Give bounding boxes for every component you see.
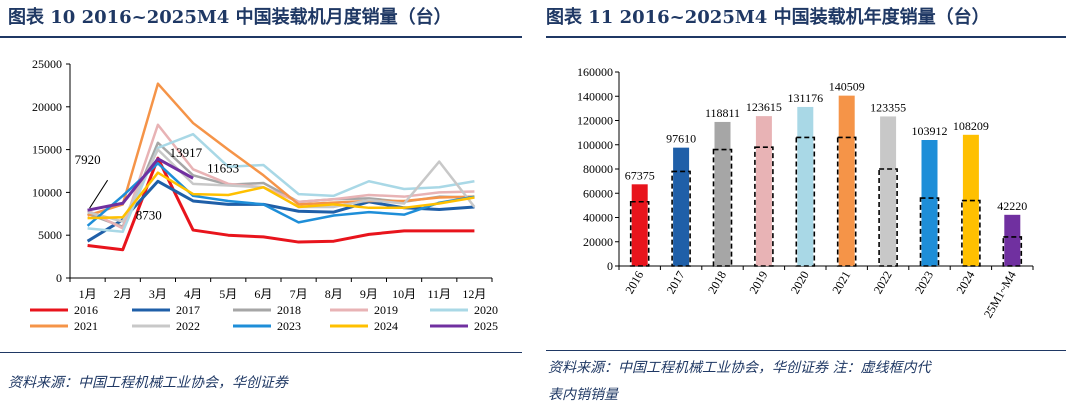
legend-label-2022: 2022 xyxy=(176,319,200,333)
x-tick-label: 3月 xyxy=(149,287,167,301)
left-source: 资料来源：中国工程机械工业协会，华创证券 xyxy=(8,375,288,391)
bar-x-tick-label: 2021 xyxy=(829,269,853,297)
y-tick-label: 20000 xyxy=(32,100,62,114)
series-line-2024 xyxy=(87,171,475,220)
right-source-line2: 表内销销量 xyxy=(548,387,618,403)
bar-x-tick-label: 2024 xyxy=(953,269,977,297)
bar-x-tick-label: 2016 xyxy=(622,269,646,297)
x-tick-label: 12月 xyxy=(462,287,486,301)
y-tick-label: 0 xyxy=(56,271,62,285)
domestic-box-2016 xyxy=(629,200,650,267)
bar-x-tick-label: 2022 xyxy=(871,269,895,297)
bar-y-tick-label: 100000 xyxy=(577,138,613,152)
legend-label-2025: 2025 xyxy=(474,319,498,333)
bar-value-label: 103912 xyxy=(912,124,948,138)
left-title-rule xyxy=(0,36,522,38)
series-line-2025 xyxy=(87,157,194,212)
bar-value-label: 123355 xyxy=(870,100,906,114)
data-label: 13917 xyxy=(170,145,203,160)
right-bottom-rule xyxy=(546,350,1066,351)
bar-2019 xyxy=(755,116,772,266)
data-label: 8730 xyxy=(136,207,162,222)
bar-x-tick-label: 2018 xyxy=(705,269,729,297)
x-tick-label: 4月 xyxy=(184,287,202,301)
bar-25M1~M4 xyxy=(1004,214,1021,266)
domestic-box-2022 xyxy=(878,168,898,267)
y-tick-label: 5000 xyxy=(38,228,62,242)
domestic-box-2020 xyxy=(795,136,816,267)
bar-2020 xyxy=(797,106,814,266)
domestic-box-2024 xyxy=(961,199,981,267)
bar-2021 xyxy=(838,95,855,266)
bar-value-label: 67375 xyxy=(625,168,655,182)
legend-label-2020: 2020 xyxy=(474,303,498,317)
bar-value-label: 97610 xyxy=(666,132,696,146)
annual-bar-chart: 0 20000 40000 60000 80000 100000 120000 140000 1… xyxy=(577,65,1034,321)
series-line-2023 xyxy=(86,162,475,227)
bar-x-tick-label: 2023 xyxy=(912,269,936,297)
domestic-box-2021 xyxy=(836,136,857,267)
data-label: 7920 xyxy=(75,152,101,167)
series-line-2016 xyxy=(87,156,475,252)
bar-x-tick-label: 2017 xyxy=(664,269,688,297)
right-source-line1: 资料来源：中国工程机械工业协会，华创证券 注：虚线框内代 xyxy=(548,360,931,376)
domestic-box-2018 xyxy=(712,148,733,267)
bar-y-tick-label: 160000 xyxy=(577,65,613,79)
bar-value-label: 140509 xyxy=(829,80,865,94)
bar-2018 xyxy=(714,121,731,266)
bar-2017 xyxy=(673,147,690,266)
legend-label-2016: 2016 xyxy=(74,303,98,317)
legend-label-2018: 2018 xyxy=(277,303,301,317)
left-panel-title: 图表 10 2016~2025M4 中国装载机月度销量（台） xyxy=(8,7,452,28)
legend-label-2023: 2023 xyxy=(277,319,301,333)
bar-value-label: 131176 xyxy=(788,91,824,105)
bar-y-tick-label: 0 xyxy=(607,259,613,273)
right-panel-title: 图表 11 2016~2025M4 中国装载机年度销量（台） xyxy=(546,7,990,28)
x-tick-label: 1月 xyxy=(79,287,97,301)
y-tick-label: 15000 xyxy=(32,143,62,157)
left-bottom-rule xyxy=(0,352,522,353)
bar-value-label: 118811 xyxy=(705,106,740,120)
domestic-box-2023 xyxy=(919,197,940,267)
y-tick-label: 10000 xyxy=(32,185,62,199)
bar-y-tick-label: 60000 xyxy=(583,186,613,200)
data-label: 11653 xyxy=(207,160,239,175)
x-tick-label: 10月 xyxy=(392,287,416,301)
bar-y-tick-label: 40000 xyxy=(583,211,613,225)
bar-y-tick-label: 140000 xyxy=(577,89,613,103)
legend-label-2024: 2024 xyxy=(374,319,398,333)
monthly-line-chart: 0 5000 10000 15000 20000 25000 1月 2月 3月 4月 5月 6月 7月 8… xyxy=(30,57,498,333)
annotation-leader xyxy=(89,179,109,209)
x-tick-label: 9月 xyxy=(360,287,378,301)
x-tick-label: 11月 xyxy=(427,287,451,301)
x-tick-label: 7月 xyxy=(290,287,308,301)
bar-2023 xyxy=(921,140,938,266)
domestic-box-2019 xyxy=(754,146,774,267)
bar-x-tick-label: 2019 xyxy=(746,269,770,297)
bar-y-tick-label: 80000 xyxy=(583,162,613,176)
bar-x-tick-label: 25M1~M4 xyxy=(981,269,1019,321)
bar-2022 xyxy=(880,116,897,266)
bar-x-tick-label: 2020 xyxy=(788,269,812,297)
bar-value-label: 42220 xyxy=(997,199,1027,213)
legend-label-2021: 2021 xyxy=(74,319,98,333)
legend-label-2019: 2019 xyxy=(374,303,398,317)
bar-2016 xyxy=(631,184,648,266)
legend-label-2017: 2017 xyxy=(176,303,200,317)
x-tick-label: 5月 xyxy=(219,287,237,301)
right-title-rule xyxy=(546,36,1066,38)
x-tick-label: 8月 xyxy=(325,287,343,301)
domestic-box-25M1~M4 xyxy=(1002,236,1023,267)
bar-y-tick-label: 120000 xyxy=(577,114,613,128)
bar-value-label: 108209 xyxy=(953,119,989,133)
y-tick-label: 25000 xyxy=(32,57,62,71)
x-tick-label: 6月 xyxy=(254,287,272,301)
series-line-2021 xyxy=(87,82,475,217)
x-tick-label: 2月 xyxy=(114,287,132,301)
domestic-box-2017 xyxy=(671,170,691,267)
bar-y-tick-label: 20000 xyxy=(583,235,613,249)
bar-value-label: 123615 xyxy=(746,100,782,114)
